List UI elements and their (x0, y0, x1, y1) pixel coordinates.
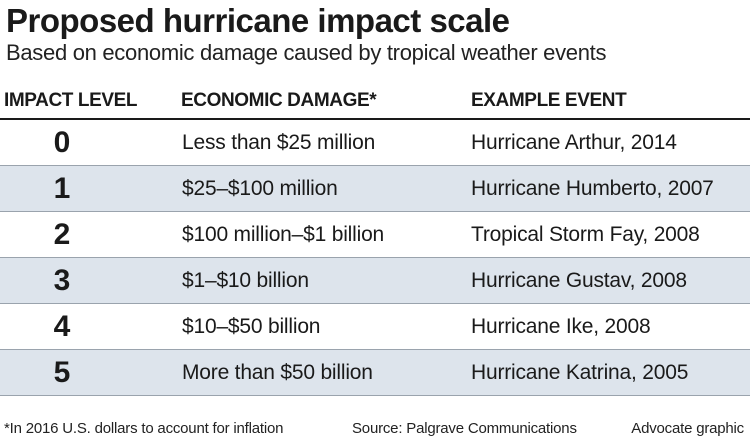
table-header: IMPACT LEVEL ECONOMIC DAMAGE* EXAMPLE EV… (0, 84, 750, 120)
example-event-cell: Hurricane Humberto, 2007 (471, 177, 714, 200)
impact-level-cell: 5 (53, 356, 71, 389)
header-example-event: EXAMPLE EVENT (471, 90, 627, 111)
economic-damage-cell: Less than $25 million (182, 131, 376, 154)
table-row: 0 Less than $25 million Hurricane Arthur… (0, 120, 750, 166)
impact-level-cell: 1 (53, 172, 71, 205)
example-event-cell: Hurricane Katrina, 2005 (471, 361, 689, 384)
graphic-subtitle: Based on economic damage caused by tropi… (6, 40, 607, 65)
example-event-cell: Tropical Storm Fay, 2008 (471, 223, 700, 246)
inflation-footnote: *In 2016 U.S. dollars to account for inf… (4, 420, 284, 437)
example-event-cell: Hurricane Arthur, 2014 (471, 131, 677, 154)
economic-damage-cell: $1–$10 billion (182, 269, 309, 292)
table-row: 1 $25–$100 million Hurricane Humberto, 2… (0, 166, 750, 212)
graphic-title: Proposed hurricane impact scale (6, 2, 510, 39)
economic-damage-cell: $10–$50 billion (182, 315, 321, 338)
economic-damage-cell: $25–$100 million (182, 177, 338, 200)
table-row: 2 $100 million–$1 billion Tropical Storm… (0, 212, 750, 258)
economic-damage-cell: $100 million–$1 billion (182, 223, 385, 246)
source-credit: Source: Palgrave Communications (352, 420, 577, 437)
example-event-cell: Hurricane Gustav, 2008 (471, 269, 687, 292)
impact-level-cell: 3 (53, 264, 71, 297)
table-row: 4 $10–$50 billion Hurricane Ike, 2008 (0, 304, 750, 350)
header-impact-level: IMPACT LEVEL (4, 90, 138, 111)
graphic-credit: Advocate graphic (631, 420, 744, 437)
table-row: 5 More than $50 billion Hurricane Katrin… (0, 350, 750, 396)
example-event-cell: Hurricane Ike, 2008 (471, 315, 651, 338)
header-economic-damage: ECONOMIC DAMAGE* (181, 90, 377, 111)
graphic-footer: *In 2016 U.S. dollars to account for inf… (0, 416, 750, 440)
impact-level-cell: 2 (53, 218, 71, 251)
impact-level-cell: 0 (53, 126, 71, 159)
economic-damage-cell: More than $50 billion (182, 361, 373, 384)
table-row: 3 $1–$10 billion Hurricane Gustav, 2008 (0, 258, 750, 304)
impact-table-body: 0 Less than $25 million Hurricane Arthur… (0, 120, 750, 396)
impact-level-cell: 4 (53, 310, 71, 343)
